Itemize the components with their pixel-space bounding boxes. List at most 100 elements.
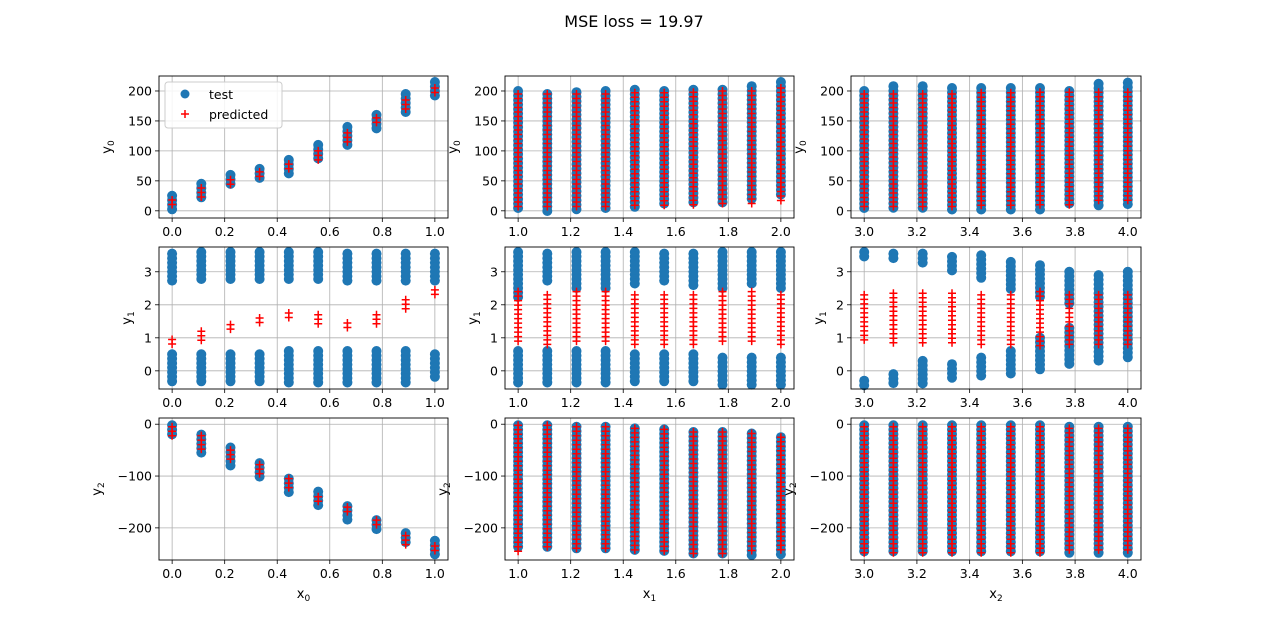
- predicted-point: [1123, 196, 1132, 205]
- test-point: [917, 378, 928, 389]
- plot-area: [851, 247, 1141, 389]
- y-axis-label: y2: [90, 482, 107, 495]
- axes-frame: [504, 75, 795, 219]
- test-point: [947, 372, 957, 383]
- test-point: [542, 275, 553, 286]
- test-point: [542, 377, 553, 388]
- y-tick-label: 200: [128, 83, 152, 98]
- test-point: [775, 283, 786, 293]
- y-tick-label: 0: [490, 363, 498, 378]
- predicted-point: [255, 469, 264, 478]
- x-tick-label: 0.4: [267, 566, 287, 581]
- test-point: [859, 380, 870, 391]
- x-tick-label: 0.8: [372, 395, 392, 410]
- predicted-point: [514, 202, 523, 211]
- predicted-point: [1094, 196, 1103, 205]
- predicted-series: [860, 88, 1132, 211]
- panel-r1-c2: 3.0 3.2 3.4 3.6 3.8 4.0 0 1 2 3 y1: [812, 246, 1142, 410]
- y-axis-label: y1: [812, 311, 829, 324]
- x-tick-label: 3.2: [907, 224, 927, 239]
- test-point: [225, 376, 236, 387]
- predicted-series: [168, 285, 439, 348]
- predicted-point: [572, 544, 581, 553]
- test-point: [283, 274, 294, 284]
- y-tick-label: 200: [820, 83, 844, 98]
- test-point: [429, 371, 440, 382]
- axes-frame: [850, 246, 1142, 390]
- predicted-point: [543, 542, 552, 551]
- predicted-point: [401, 304, 410, 313]
- predicted-point: [543, 340, 552, 349]
- figure-title: MSE loss = 19.97: [564, 12, 703, 31]
- legend-predicted-label: predicted: [209, 107, 268, 122]
- y-tick-label: 50: [828, 173, 844, 188]
- y-tick-label: 2: [144, 297, 152, 312]
- predicted-point: [1065, 200, 1074, 209]
- x-tick-label: 0.6: [320, 395, 340, 410]
- test-point: [542, 206, 553, 216]
- x-tick-label: 3.2: [907, 566, 927, 581]
- predicted-point: [343, 137, 352, 146]
- predicted-point: [255, 172, 264, 181]
- test-point: [225, 274, 236, 284]
- test-point: [371, 377, 382, 388]
- test-point: [1093, 355, 1104, 366]
- predicted-point: [1006, 548, 1015, 557]
- x-axis-label: x2: [989, 587, 1002, 604]
- predicted-point: [718, 199, 727, 208]
- predicted-point: [718, 549, 727, 558]
- test-point: [1035, 364, 1045, 375]
- predicted-point: [1094, 545, 1103, 554]
- test-point: [947, 265, 957, 276]
- x-tick-label: 1.6: [666, 566, 686, 581]
- test-point: [254, 376, 265, 387]
- axes-frame: [158, 417, 449, 561]
- x-tick-label: 3.8: [1065, 566, 1085, 581]
- y-tick-label: 0: [490, 417, 498, 432]
- test-point: [371, 123, 382, 134]
- predicted-point: [1006, 340, 1015, 349]
- y-axis-label: y0: [446, 140, 463, 154]
- predicted-point: [284, 483, 293, 492]
- y-tick-label: 0: [836, 417, 844, 432]
- panel-r2-c2: 3.0 3.2 3.4 3.6 3.8 4.0 0 −100 −200 y2 x2: [782, 417, 1142, 604]
- predicted-point: [630, 340, 639, 349]
- predicted-point: [572, 202, 581, 211]
- test-point: [888, 378, 899, 389]
- x-tick-label: 3.0: [854, 224, 874, 239]
- test-point: [1005, 368, 1016, 379]
- y-tick-label: 150: [128, 113, 152, 128]
- x-tick-label: 0.6: [320, 224, 340, 239]
- predicted-point: [372, 520, 381, 529]
- y-tick-label: 0: [144, 417, 152, 432]
- predicted-point: [948, 202, 956, 211]
- predicted-point: [977, 548, 986, 557]
- predicted-point: [1123, 545, 1132, 554]
- predicted-point: [689, 549, 698, 558]
- predicted-point: [889, 202, 898, 211]
- predicted-point: [543, 202, 552, 211]
- x-tick-label: 3.2: [907, 395, 927, 410]
- predicted-point: [314, 155, 323, 164]
- predicted-point: [948, 338, 956, 347]
- predicted-point: [430, 546, 439, 555]
- test-point: [167, 376, 178, 387]
- legend-predicted-marker: [181, 110, 189, 118]
- y-tick-label: 1: [144, 330, 152, 345]
- x-tick-label: 1.4: [613, 224, 633, 239]
- test-series: [513, 247, 786, 390]
- y-axis-label: y1: [120, 311, 137, 324]
- y-tick-label: 1: [490, 330, 498, 345]
- x-tick-label: 1.4: [613, 566, 633, 581]
- x-tick-label: 0.4: [267, 395, 287, 410]
- x-tick-label: 1.8: [718, 224, 738, 239]
- plot-area: [159, 418, 448, 560]
- y-tick-label: 3: [144, 264, 152, 279]
- test-point: [571, 377, 582, 388]
- x-tick-label: 1.0: [508, 566, 528, 581]
- predicted-point: [860, 548, 869, 557]
- x-tick-label: 4.0: [1118, 395, 1138, 410]
- test-point: [888, 253, 899, 264]
- test-point: [313, 274, 324, 284]
- predicted-point: [977, 340, 986, 349]
